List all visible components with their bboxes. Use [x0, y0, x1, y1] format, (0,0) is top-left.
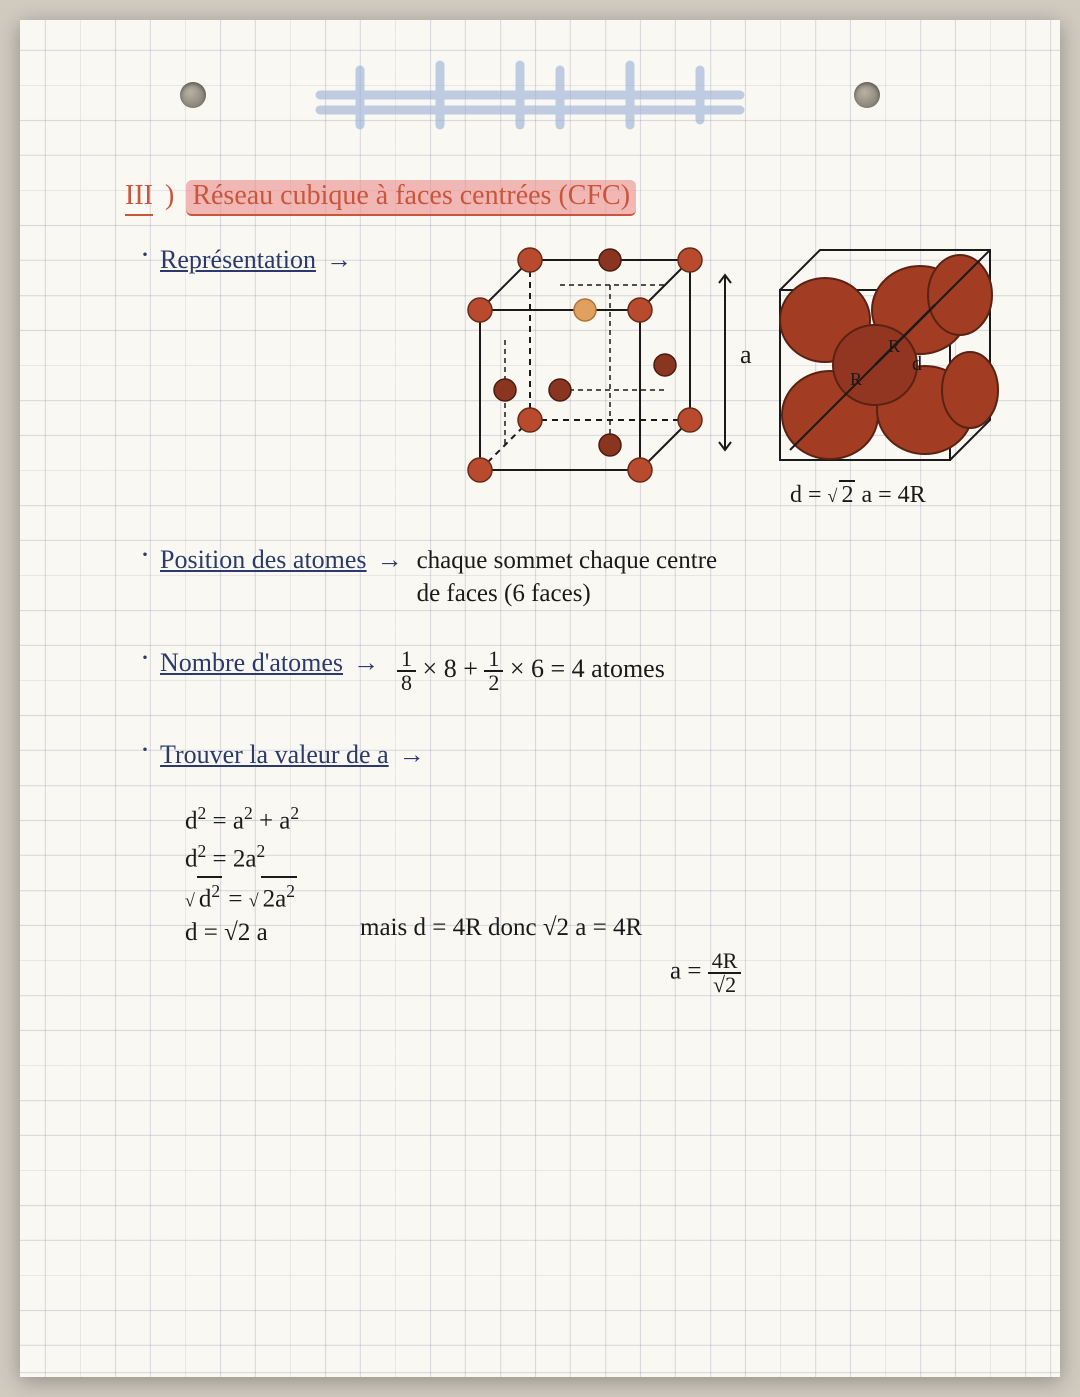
erased-text-smudge: [300, 55, 760, 135]
arrow-icon: →: [353, 648, 379, 678]
bullet-label: Position des atomes: [160, 545, 367, 575]
derivation-line-2: d2 = 2a2: [185, 838, 265, 878]
cube-packed: R R d: [780, 250, 998, 460]
bullet-dot: ·: [140, 740, 150, 760]
derivation-line-3: √d2 = √2a2: [185, 876, 297, 918]
bullet-dot: ·: [140, 245, 150, 265]
derivation-line-1: d2 = a2 + a2: [185, 800, 299, 840]
bullet-nombre: · Nombre d'atomes → 18 × 8 + 12 × 6 = 4 …: [140, 648, 665, 694]
title-paren: ): [165, 180, 174, 212]
bullet-label: Représentation: [160, 245, 316, 275]
derivation-line-4: d = √2 a: [185, 914, 268, 952]
atom-count-expression: 18 × 8 + 12 × 6 = 4 atomes: [397, 648, 665, 694]
roman-numeral: III: [125, 180, 153, 216]
bullet-position: · Position des atomes → chaque sommet ch…: [140, 545, 717, 610]
derivation-continuation: mais d = 4R donc √2 a = 4R: [360, 914, 642, 942]
derivation-result: a = 4R √2: [670, 950, 741, 996]
title-highlight: Réseau cubique à faces centrées (CFC): [186, 180, 636, 216]
arrow-icon: →: [377, 545, 403, 575]
arrow-icon: →: [326, 245, 352, 275]
svg-text:d: d: [912, 353, 922, 375]
svg-text:R: R: [888, 336, 900, 356]
dimension-label-a: a: [740, 340, 752, 370]
svg-text:R: R: [850, 369, 862, 389]
bullet-trouver: · Trouver la valeur de a →: [140, 740, 425, 770]
title-text: Réseau cubique à faces centrées (CFC): [192, 180, 630, 211]
bullet-dot: ·: [140, 648, 150, 668]
bullet-label: Nombre d'atomes: [160, 648, 343, 678]
arrow-icon: →: [399, 740, 425, 770]
graph-paper-page: III ) Réseau cubique à faces centrées (C…: [20, 20, 1060, 1377]
section-title: III ) Réseau cubique à faces centrées (C…: [125, 180, 636, 216]
bullet-representation: · Représentation →: [140, 245, 352, 275]
bullet-label: Trouver la valeur de a: [160, 740, 389, 770]
position-description: chaque sommet chaque centre de faces (6 …: [417, 545, 718, 610]
punch-hole-right: [854, 82, 880, 108]
bullet-dot: ·: [140, 545, 150, 565]
cube-wireframe: [468, 248, 702, 482]
diagram-equation: d = √2 a = 4R: [790, 480, 926, 509]
fcc-diagrams: R R d: [440, 230, 1000, 510]
punch-hole-left: [180, 82, 206, 108]
